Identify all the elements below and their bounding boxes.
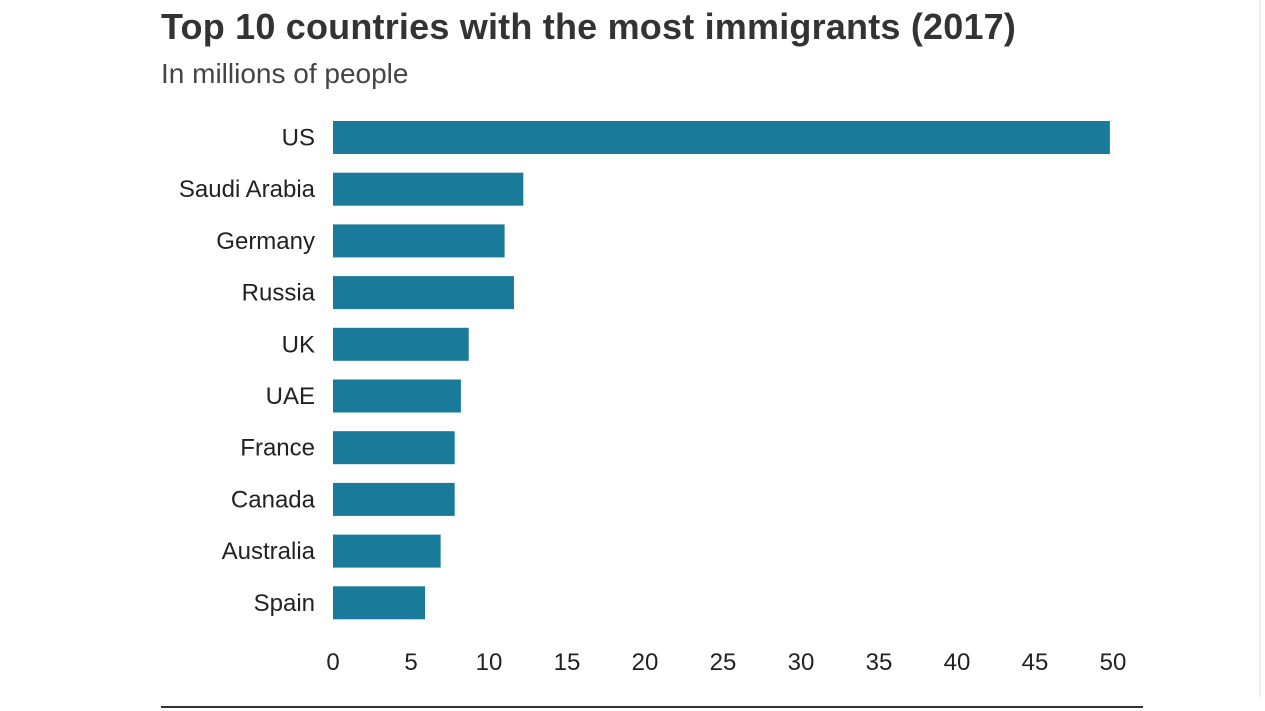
chart-title: Top 10 countries with the most immigrant…: [161, 6, 1017, 47]
category-label-uk: UK: [282, 331, 315, 358]
bar-canada: [333, 482, 455, 516]
x-tick-label: 35: [866, 649, 893, 676]
x-tick-label: 0: [326, 649, 339, 676]
category-label-australia: Australia: [222, 538, 316, 565]
bar-us: [333, 121, 1110, 154]
category-label-us: US: [282, 125, 315, 152]
category-label-russia: Russia: [242, 280, 316, 307]
x-tick-label: 25: [710, 649, 737, 676]
x-tick-label: 40: [944, 649, 971, 676]
x-tick-label: 50: [1100, 649, 1127, 676]
x-tick-label: 10: [476, 649, 503, 676]
category-label-germany: Germany: [216, 228, 315, 255]
bar-uae: [333, 379, 461, 413]
bar-australia: [333, 534, 441, 568]
bar-spain: [333, 586, 426, 620]
category-label-spain: Spain: [254, 590, 315, 617]
bar-uk: [333, 327, 469, 361]
chart-subtitle: In millions of people: [161, 58, 409, 89]
x-tick-label: 30: [788, 649, 815, 676]
bottom-divider: [161, 706, 1143, 708]
category-label-canada: Canada: [231, 486, 316, 513]
bar-saudi-arabia: [333, 172, 524, 206]
category-label-saudi-arabia: Saudi Arabia: [179, 176, 316, 203]
category-label-uae: UAE: [266, 383, 315, 410]
category-label-france: France: [240, 435, 315, 462]
right-edge-divider: [1259, 0, 1261, 697]
x-tick-label: 45: [1022, 649, 1049, 676]
x-tick-label: 20: [632, 649, 659, 676]
bar-germany: [333, 224, 505, 258]
bar-russia: [333, 276, 514, 310]
x-tick-label: 15: [554, 649, 581, 676]
bar-france: [333, 431, 455, 465]
x-tick-label: 5: [404, 649, 417, 676]
